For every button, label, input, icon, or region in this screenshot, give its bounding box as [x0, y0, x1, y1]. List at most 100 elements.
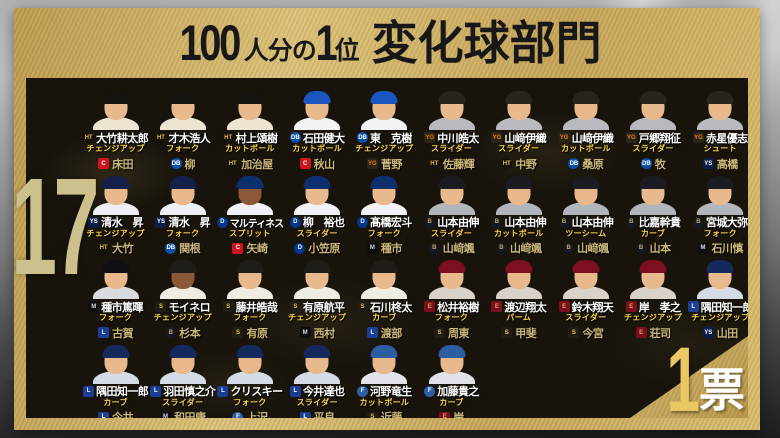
title-text-i: 位: [334, 37, 360, 65]
player-name: 赤星優志: [705, 132, 748, 145]
player-name: 山本由伸: [504, 217, 547, 229]
player-card: E 岸 孝之 チェンジアップ E 荘司: [620, 256, 687, 341]
voter-name: 菅野: [380, 158, 403, 171]
player-name-row: B 宮城大弥: [687, 216, 748, 229]
voter-team-icon: L: [98, 327, 110, 338]
player-photo: [561, 172, 611, 215]
player-card: HT 才木浩人 フォーク DB 柳: [149, 87, 216, 172]
voter-team-icon: B: [428, 242, 440, 254]
player-name: 清水 昇: [168, 217, 211, 229]
player-jersey: [226, 117, 273, 130]
voter-team-icon: L: [98, 411, 110, 418]
voter-row: M 和田康: [149, 411, 216, 418]
voter-row: S 近藤: [351, 411, 418, 418]
pitch-type: フォーク: [434, 313, 469, 322]
team-cap: [102, 175, 130, 189]
team-icon: L: [289, 385, 301, 397]
title-number-100: 100: [179, 15, 242, 71]
voter-row: E 荘司: [620, 326, 687, 340]
content-area: HT 大竹耕太郎 チェンジアップ C 床田 HT 才木浩人 フォーク DB 柳: [26, 78, 748, 418]
voter-team-icon: L: [299, 411, 311, 418]
player-card: B 比嘉幹貴 カーブ B 山本: [620, 172, 687, 257]
player-card: D 髙橋宏斗 フォーク M 種市: [351, 172, 418, 257]
player-jersey: [159, 286, 206, 299]
player-photo: [427, 172, 477, 215]
team-icon: YG: [491, 132, 503, 143]
player-name: 藤井皓哉: [235, 301, 278, 314]
player-name: 柳 裕也: [302, 217, 345, 229]
pitch-type: チェンジアップ: [355, 144, 414, 153]
player-jersey: [630, 117, 677, 130]
team-icon: B: [692, 216, 704, 228]
voter-name: 高橋: [716, 158, 739, 171]
voter-team-icon: S: [501, 327, 513, 338]
voter-team-icon: M: [160, 411, 172, 418]
pitch-type: チェンジアップ: [624, 313, 683, 322]
voter-row: L 今井: [82, 411, 149, 418]
player-name: 才木浩人: [168, 132, 211, 145]
player-jersey: [92, 286, 139, 299]
voter-team-icon: S: [366, 411, 378, 418]
player-photo: [158, 172, 208, 215]
player-jersey: [495, 201, 542, 215]
voter-name: 上沢: [246, 412, 268, 418]
player-card: F 河野竜生 カットボール S 近藤: [351, 341, 418, 418]
team-cap: [572, 91, 600, 104]
player-name: 大竹耕太郎: [96, 132, 149, 145]
team-cap: [505, 91, 533, 104]
voter-row: YS 高橋: [687, 157, 748, 171]
vote-count-label: 票: [699, 364, 745, 416]
player-jersey: [159, 201, 206, 215]
voter-row: B 山﨑颯: [418, 242, 485, 255]
team-icon: S: [357, 301, 369, 312]
voter-name: 秋山: [313, 158, 336, 171]
player-jersey: [428, 117, 475, 130]
player-name: 隅田知一郎: [700, 301, 748, 314]
pitch-type: フォーク: [703, 228, 737, 238]
voter-team-icon: DB: [165, 242, 177, 254]
voter-row: L 渡部: [351, 326, 418, 340]
player-name: 山﨑伊織: [504, 132, 547, 145]
team-cap: [102, 344, 130, 358]
voter-row: C 床田: [82, 157, 149, 171]
pitch-type: ツーシーム: [565, 228, 607, 238]
player-jersey: [226, 286, 273, 299]
team-icon: YG: [692, 132, 704, 143]
player-name: 松井裕樹: [437, 301, 479, 314]
voter-team-icon: E: [439, 411, 451, 418]
team-cap: [169, 260, 197, 273]
team-icon: D: [357, 216, 369, 228]
team-icon: HT: [83, 132, 95, 143]
voter-name: 山﨑颯: [442, 243, 475, 255]
player-name-row: M 種市篤暉: [82, 300, 149, 314]
player-jersey: [294, 201, 341, 215]
voter-row: B 杉本: [149, 326, 216, 340]
player-card: DB 石田健大 カットボール C 秋山: [284, 87, 351, 172]
player-jersey: [361, 286, 408, 299]
player-photo: [158, 341, 208, 384]
player-card: E 鈴木翔天 スライダー S 今宮: [552, 256, 619, 341]
player-jersey: [630, 201, 677, 215]
team-icon: E: [625, 301, 637, 312]
player-photo: [359, 256, 409, 299]
voter-row: B 山﨑颯: [485, 242, 552, 255]
team-cap: [303, 175, 331, 189]
player-row: YS 清水 昇 チェンジアップ HT 大竹 YS 清水 昇 フォーク DB 関根: [82, 172, 748, 257]
voter-team-icon: S: [568, 327, 580, 338]
team-icon: E: [424, 301, 436, 312]
team-cap: [370, 260, 398, 273]
voter-name: 近藤: [380, 412, 403, 418]
player-name-row: YS 清水 昇: [149, 216, 216, 229]
voter-team-icon: C: [98, 158, 110, 169]
player-name-row: DB 東 克樹: [351, 131, 418, 145]
player-jersey: [226, 201, 273, 215]
player-name-row: B 比嘉幹貴: [620, 216, 687, 229]
player-name: 清水 昇: [101, 217, 143, 229]
voter-row: B 山本: [620, 242, 687, 255]
team-icon: DB: [289, 132, 301, 143]
voter-row: YS 山田: [687, 326, 748, 340]
player-photo: [695, 172, 745, 215]
voter-row: HT 加治屋: [216, 157, 283, 171]
team-cap: [639, 260, 667, 273]
voter-row: HT 佐藤輝: [418, 157, 485, 171]
